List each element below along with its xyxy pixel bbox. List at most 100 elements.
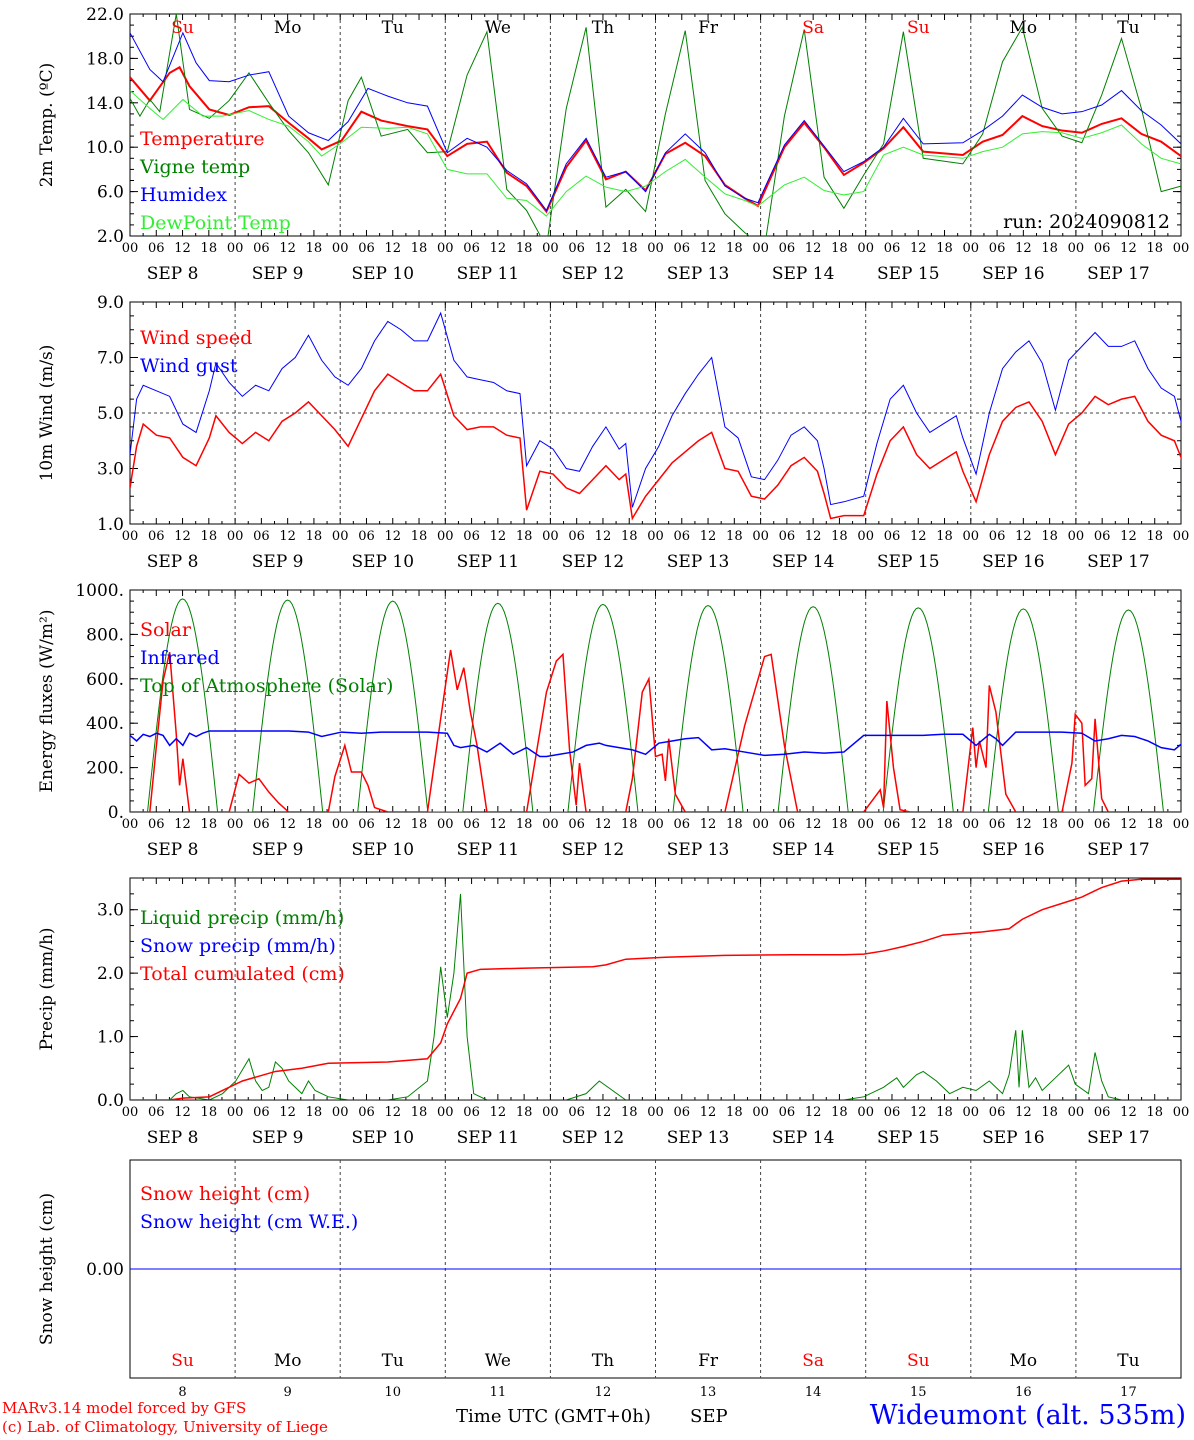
hour-tick-label: 06 (568, 817, 585, 832)
hour-tick-label: 18 (1041, 529, 1058, 544)
weekday-label: Mo (1010, 18, 1038, 38)
legend-entry: Solar (140, 619, 192, 641)
hour-tick-label: 12 (1015, 817, 1032, 832)
hour-tick-label: 06 (989, 241, 1006, 256)
hour-tick-label: 00 (227, 817, 244, 832)
hour-tick-label: 00 (227, 1105, 244, 1120)
hour-tick-label: 06 (148, 1105, 165, 1120)
series-line-top-of-atmosphere (130, 598, 1181, 812)
y-axis-label: Snow height (cm) (37, 1193, 57, 1345)
hour-tick-label: 18 (201, 241, 218, 256)
hour-tick-label: 06 (148, 529, 165, 544)
hour-tick-label: 06 (884, 1105, 901, 1120)
hour-tick-label: 00 (542, 817, 559, 832)
copyright-credit: (c) Lab. of Climatology, University of L… (2, 1418, 328, 1436)
hour-tick-label: 18 (726, 241, 743, 256)
hour-tick-label: 12 (910, 241, 927, 256)
hour-tick-label: 06 (463, 817, 480, 832)
hour-tick-label: 18 (621, 1105, 638, 1120)
time-axis-label: Time UTC (GMT+0h) (456, 1406, 651, 1427)
legend-entry: Top of Atmosphere (Solar) (140, 675, 393, 697)
date-label: SEP 10 (351, 840, 414, 860)
date-label: SEP 14 (772, 552, 835, 572)
hour-tick-label: 18 (621, 817, 638, 832)
hour-tick-label: 00 (1068, 529, 1085, 544)
hour-tick-label: 06 (674, 817, 691, 832)
hour-tick-label: 12 (805, 1105, 822, 1120)
hour-tick-label: 06 (253, 529, 270, 544)
hour-tick-label: 00 (752, 529, 769, 544)
hour-tick-label: 06 (779, 817, 796, 832)
weekday-label: Tu (1117, 1351, 1139, 1371)
date-label: SEP 17 (1087, 840, 1150, 860)
hour-tick-label: 06 (674, 529, 691, 544)
day-number-label: 11 (490, 1385, 507, 1400)
y-tick-label: 1000. (75, 581, 124, 601)
hour-tick-label: 06 (674, 1105, 691, 1120)
hour-tick-label: 06 (358, 817, 375, 832)
hour-tick-label: 12 (1015, 1105, 1032, 1120)
hour-tick-label: 18 (1041, 241, 1058, 256)
hour-tick-label: 00 (752, 817, 769, 832)
hour-tick-label: 12 (490, 817, 507, 832)
y-tick-label: 3.0 (97, 901, 124, 921)
weekday-label: Fr (698, 1351, 719, 1371)
date-label: SEP 16 (982, 840, 1045, 860)
hour-tick-label: 06 (779, 241, 796, 256)
y-tick-label: 1.0 (97, 1028, 124, 1048)
hour-tick-label: 06 (1094, 529, 1111, 544)
hour-tick-label: 00 (437, 529, 454, 544)
hour-tick-label: 18 (1146, 817, 1163, 832)
y-tick-label: 2.0 (97, 227, 124, 247)
hour-tick-label: 12 (700, 1105, 717, 1120)
hour-tick-label: 06 (989, 529, 1006, 544)
legend-entry: Snow height (cm) (140, 1183, 310, 1205)
series-line-dewpoint-temp (130, 90, 1181, 217)
legend-entry: Liquid precip (mm/h) (140, 907, 344, 929)
hour-tick-label: 00 (542, 529, 559, 544)
date-label: SEP 9 (252, 1128, 304, 1148)
hour-tick-label: 00 (1173, 241, 1190, 256)
y-tick-label: 3.0 (97, 460, 124, 480)
hour-tick-label: 18 (726, 529, 743, 544)
hour-tick-label: 06 (989, 1105, 1006, 1120)
date-label: SEP 8 (147, 840, 199, 860)
hour-tick-label: 06 (148, 817, 165, 832)
hour-tick-label: 18 (516, 241, 533, 256)
weekday-label: Tu (1117, 18, 1139, 38)
panel-snow: 0.00 Snow height (cm) Su 8 Mo 9 Tu 10 We 11 Th 12 Fr… (37, 1159, 1182, 1400)
date-label: SEP 14 (772, 264, 835, 284)
hour-tick-label: 06 (253, 817, 270, 832)
date-label: SEP 13 (667, 1128, 730, 1148)
panel-energy: 0. 200. 400. 600. 800. 1000. Energy fluxes (W/… (37, 581, 1189, 860)
legend-entry: Wind gust (140, 355, 238, 377)
hour-tick-label: 00 (1173, 529, 1190, 544)
hour-tick-label: 12 (595, 529, 612, 544)
y-tick-label: 5.0 (97, 404, 124, 424)
hour-tick-label: 00 (963, 241, 980, 256)
hour-tick-label: 12 (174, 817, 191, 832)
hour-tick-label: 00 (227, 529, 244, 544)
hour-tick-label: 12 (805, 817, 822, 832)
y-axis-label: Energy fluxes (W/m²) (37, 610, 57, 793)
hour-tick-label: 18 (516, 817, 533, 832)
date-label: SEP 13 (667, 552, 730, 572)
day-number-label: 16 (1015, 1385, 1032, 1400)
date-label: SEP 11 (457, 1128, 520, 1148)
hour-tick-label: 06 (779, 529, 796, 544)
hour-tick-label: 18 (831, 817, 848, 832)
hour-tick-label: 18 (621, 241, 638, 256)
legend-entry: Snow precip (mm/h) (140, 935, 336, 957)
month-label: SEP (690, 1406, 728, 1427)
hour-tick-label: 12 (700, 529, 717, 544)
weekday-label: Su (907, 1351, 930, 1371)
hour-tick-label: 12 (384, 241, 401, 256)
date-label: SEP 8 (147, 552, 199, 572)
hour-tick-label: 18 (831, 241, 848, 256)
hour-tick-label: 12 (700, 241, 717, 256)
weekday-label: Su (171, 18, 194, 38)
date-label: SEP 16 (982, 552, 1045, 572)
weekday-label: Su (171, 1351, 194, 1371)
hour-tick-label: 12 (595, 817, 612, 832)
